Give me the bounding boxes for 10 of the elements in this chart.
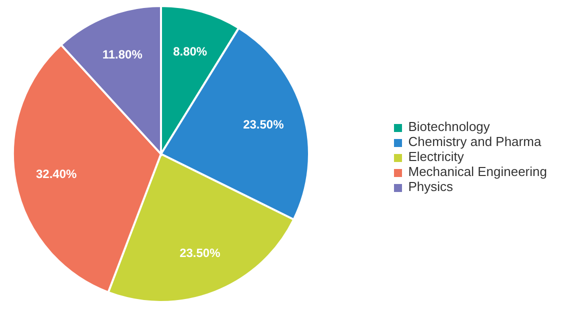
legend-label: Electricity <box>408 149 464 164</box>
legend-label: Physics <box>408 179 454 194</box>
legend-label: Mechanical Engineering <box>408 164 547 179</box>
data-label: 23.50% <box>243 118 284 132</box>
legend-label: Chemistry and Pharma <box>408 134 542 149</box>
data-label: 23.50% <box>180 246 221 260</box>
data-label: 32.40% <box>36 166 78 181</box>
data-label: 11.80% <box>102 48 143 62</box>
legend-label: Biotechnology <box>408 119 490 134</box>
data-label: 8.80% <box>173 44 208 58</box>
